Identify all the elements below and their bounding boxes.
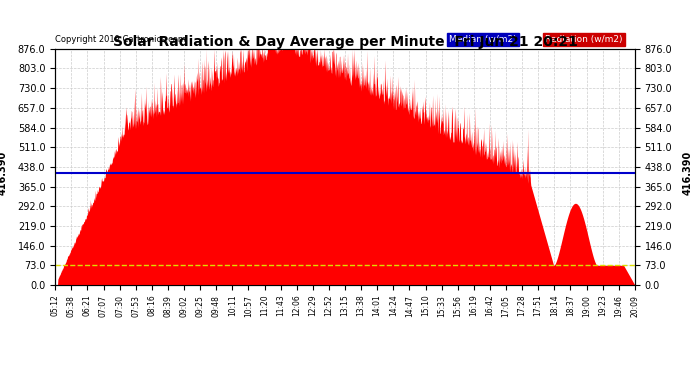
Text: Median (w/m2): Median (w/m2)	[449, 35, 517, 44]
Text: Copyright 2019 Cartronics.com: Copyright 2019 Cartronics.com	[55, 35, 186, 44]
Title: Solar Radiation & Day Average per Minute  Fri Jun 21 20:21: Solar Radiation & Day Average per Minute…	[112, 35, 578, 49]
Text: Radiation (w/m2): Radiation (w/m2)	[545, 35, 622, 44]
Text: 416.390: 416.390	[0, 151, 8, 195]
Text: 416.390: 416.390	[682, 151, 690, 195]
